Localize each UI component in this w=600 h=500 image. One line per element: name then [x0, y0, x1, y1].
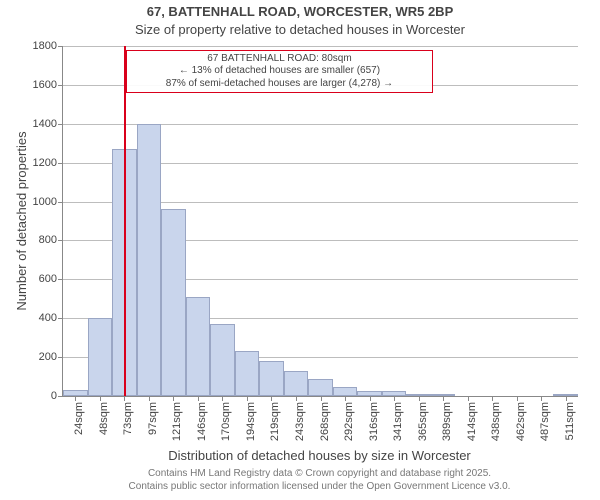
xtick-label: 438sqm	[490, 402, 502, 441]
annotation-line: ← 13% of detached houses are smaller (65…	[133, 65, 425, 78]
xtick-mark	[321, 396, 322, 401]
histogram-bar	[210, 324, 235, 396]
annotation-box: 67 BATTENHALL ROAD: 80sqm← 13% of detach…	[126, 50, 432, 94]
chart-title: 67, BATTENHALL ROAD, WORCESTER, WR5 2BP	[0, 4, 600, 19]
xtick-mark	[370, 396, 371, 401]
annotation-line: 67 BATTENHALL ROAD: 80sqm	[133, 53, 425, 66]
ytick-label: 1000	[33, 196, 63, 208]
histogram-bar	[88, 318, 113, 396]
histogram-bar	[137, 124, 162, 396]
xtick-label: 511sqm	[564, 402, 576, 440]
xtick-label: 146sqm	[196, 402, 208, 441]
xtick-mark	[100, 396, 101, 401]
xtick-mark	[394, 396, 395, 401]
xtick-mark	[173, 396, 174, 401]
xtick-mark	[419, 396, 420, 401]
xtick-label: 414sqm	[466, 402, 478, 441]
histogram-bar	[259, 361, 284, 396]
xtick-label: 292sqm	[343, 402, 355, 441]
chart-subtitle: Size of property relative to detached ho…	[0, 22, 600, 37]
ytick-label: 1400	[33, 118, 63, 130]
ytick-label: 600	[39, 273, 63, 285]
xtick-mark	[271, 396, 272, 401]
xtick-label: 389sqm	[441, 402, 453, 441]
histogram-bar	[186, 297, 211, 396]
y-axis-label: Number of detached properties	[14, 131, 29, 310]
reference-line	[124, 46, 126, 396]
histogram-bar	[235, 351, 260, 396]
xtick-label: 194sqm	[245, 402, 257, 441]
xtick-label: 97sqm	[147, 402, 159, 435]
ytick-label: 800	[39, 234, 63, 246]
xtick-mark	[247, 396, 248, 401]
xtick-mark	[517, 396, 518, 401]
credits-line1: Contains HM Land Registry data © Crown c…	[148, 468, 491, 479]
xtick-mark	[443, 396, 444, 401]
xtick-label: 365sqm	[417, 402, 429, 441]
ytick-label: 200	[39, 351, 63, 363]
histogram-bar	[161, 209, 186, 396]
xtick-mark	[124, 396, 125, 401]
xtick-mark	[566, 396, 567, 401]
xtick-mark	[198, 396, 199, 401]
xtick-label: 121sqm	[171, 402, 183, 441]
histogram-bar	[333, 387, 358, 396]
xtick-label: 462sqm	[515, 402, 527, 441]
xtick-mark	[468, 396, 469, 401]
ytick-label: 400	[39, 312, 63, 324]
xtick-mark	[345, 396, 346, 401]
xtick-mark	[222, 396, 223, 401]
credits-line2: Contains public sector information licen…	[129, 481, 511, 492]
xtick-mark	[296, 396, 297, 401]
xtick-label: 24sqm	[73, 402, 85, 435]
xtick-mark	[492, 396, 493, 401]
xtick-label: 268sqm	[319, 402, 331, 441]
xtick-label: 73sqm	[122, 402, 134, 435]
xtick-label: 219sqm	[269, 402, 281, 441]
xtick-label: 48sqm	[98, 402, 110, 435]
xtick-mark	[75, 396, 76, 401]
xtick-label: 341sqm	[392, 402, 404, 441]
xtick-mark	[149, 396, 150, 401]
ytick-label: 1600	[33, 79, 63, 91]
gridline	[63, 46, 578, 47]
xtick-mark	[541, 396, 542, 401]
ytick-label: 1800	[33, 40, 63, 52]
histogram-bar	[308, 379, 333, 397]
xtick-label: 316sqm	[368, 402, 380, 441]
annotation-line: 87% of semi-detached houses are larger (…	[133, 78, 425, 91]
credits-text: Contains HM Land Registry data © Crown c…	[62, 468, 577, 493]
ytick-label: 0	[51, 390, 63, 402]
xtick-label: 170sqm	[220, 402, 232, 441]
plot-area: 02004006008001000120014001600180024sqm48…	[62, 46, 578, 397]
ytick-label: 1200	[33, 157, 63, 169]
x-axis-label: Distribution of detached houses by size …	[62, 448, 577, 463]
xtick-label: 243sqm	[294, 402, 306, 441]
histogram-bar	[284, 371, 309, 396]
xtick-label: 487sqm	[539, 402, 551, 441]
